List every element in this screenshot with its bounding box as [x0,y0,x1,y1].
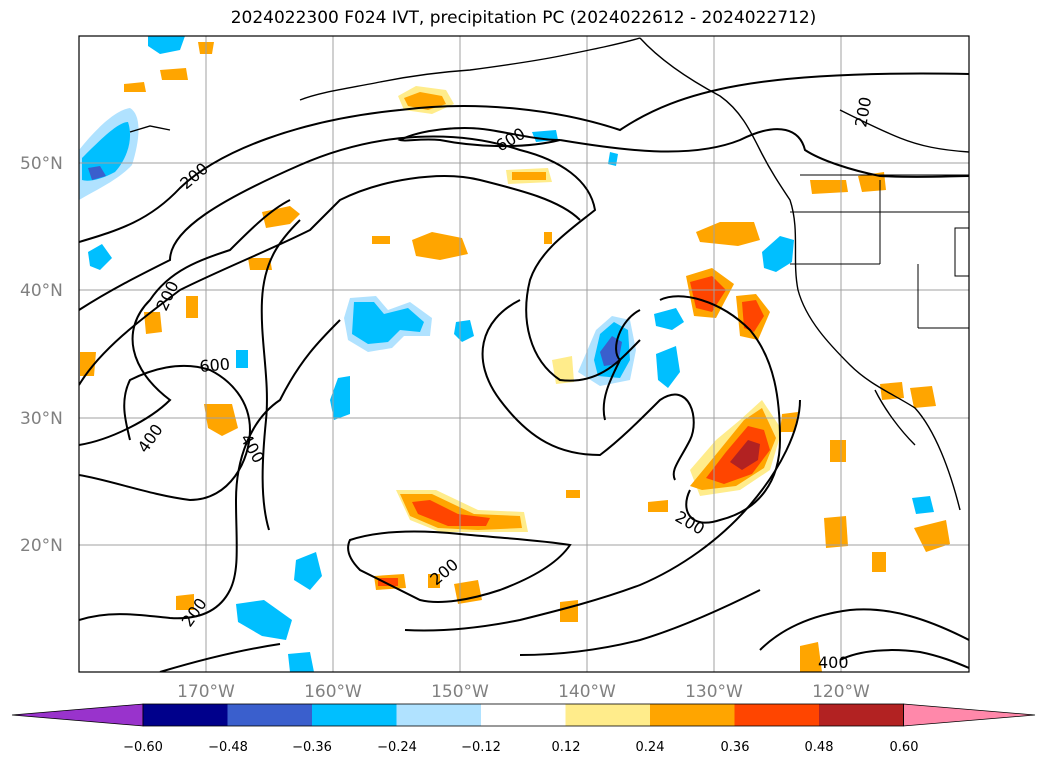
colorbar-segment [734,704,820,726]
colorbar-tick-label: −0.60 [123,740,163,755]
colorbar-tick-label: 0.36 [721,740,750,755]
colorbar-tick-label: −0.12 [461,740,501,755]
colorbar-tick-label: −0.24 [377,740,417,755]
contour-label: 400 [818,653,849,672]
lon-label-150w: 150°W [431,682,489,702]
colorbar [11,703,1036,727]
colorbar-tick-label: 0.60 [890,740,919,755]
lon-label-170w: 170°W [177,682,235,702]
ivt-contours [79,72,969,672]
colorbar-segment [481,704,566,726]
colorbar-tick-label: −0.36 [292,740,332,755]
graticule [79,36,969,672]
colorbar-segment [565,704,651,726]
colorbar-segment [650,704,735,726]
colorbar-segment [312,704,397,726]
colorbar-tick-label: 0.48 [805,740,834,755]
lon-label-140w: 140°W [558,682,616,702]
colorbar-segment [143,704,228,726]
map-panel: 200 200 600 600 200 400 400 200 200 200 … [79,36,969,672]
map-frame [78,35,970,673]
positive-precip-areas [80,42,950,672]
contour-label: 600 [199,354,231,376]
colorbar-tick-label: 0.24 [636,740,665,755]
colorbar-tick-label: −0.48 [208,740,248,755]
colorbar-segment [819,704,904,726]
colorbar-extend-high [903,703,1036,727]
colorbar-tick-label: 0.12 [552,740,581,755]
lat-label-40n: 40°N [20,281,63,301]
lon-label-130w: 130°W [685,682,743,702]
map-title: 2024022300 F024 IVT, precipitation PC (2… [230,8,817,28]
colorbar-segment [396,704,482,726]
lon-label-120w: 120°W [812,682,870,702]
coastlines [129,37,969,511]
negative-precip-areas [79,36,934,672]
colorbar-extend-low [11,703,144,727]
lon-label-160w: 160°W [304,682,362,702]
colorbar-ticks: −0.60 −0.48 −0.36 −0.24 −0.12 0.12 0.24 … [123,740,918,755]
colorbar-frame [142,703,904,727]
lat-label-30n: 30°N [20,409,63,429]
colorbar-segment [227,704,313,726]
state-borders [790,174,969,329]
lat-label-50n: 50°N [20,154,63,174]
lat-label-20n: 20°N [20,536,63,556]
